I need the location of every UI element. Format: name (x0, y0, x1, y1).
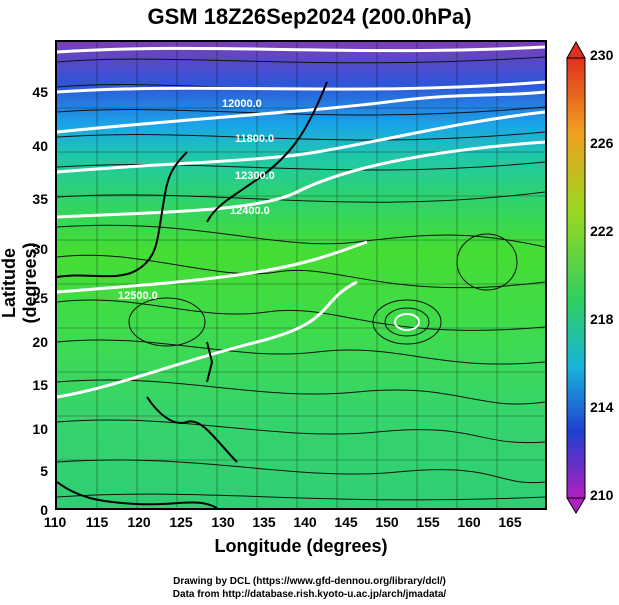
colorbar-label: 218 (590, 311, 614, 327)
colorbar-label: 214 (590, 399, 614, 415)
x-tick: 110 (43, 514, 67, 530)
colorbar-bottom-arrow (566, 497, 586, 514)
contour-label: 12400.0 (230, 205, 270, 217)
y-tick: 20 (32, 334, 48, 350)
contour-label: 12300.0 (235, 170, 275, 182)
x-tick: 115 (85, 514, 109, 530)
coastlines (57, 81, 328, 508)
y-tick: 25 (32, 290, 48, 306)
y-tick: 35 (32, 191, 48, 207)
colorbar-label: 222 (590, 223, 614, 239)
y-tick: 45 (32, 84, 48, 100)
colorbar-label: 210 (590, 487, 614, 503)
x-tick: 165 (498, 514, 522, 530)
x-tick: 125 (169, 514, 193, 530)
x-tick: 155 (416, 514, 440, 530)
colorbar-label: 230 (590, 47, 614, 63)
contour-label: 11800.0 (235, 133, 275, 145)
y-tick: 0 (40, 502, 48, 518)
credit-drawing: Drawing by DCL (https://www.gfd-dennou.o… (173, 576, 446, 587)
contour-label: 12500.0 (118, 290, 158, 302)
x-tick: 120 (127, 514, 151, 530)
map-plot-area (55, 40, 547, 510)
y-tick: 30 (32, 241, 48, 257)
x-tick: 135 (252, 514, 276, 530)
y-tick: 15 (32, 377, 48, 393)
colorbar-gradient (566, 57, 586, 499)
y-tick: 5 (40, 463, 48, 479)
credit-data-source: Data from http://database.rish.kyoto-u.a… (172, 589, 447, 600)
x-tick: 150 (375, 514, 399, 530)
x-tick: 130 (211, 514, 235, 530)
colorbar-label: 226 (590, 135, 614, 151)
y-tick: 10 (32, 421, 48, 437)
y-axis-label: Latitude (degrees) (0, 242, 40, 324)
map-overlay (57, 42, 545, 508)
height-contours (57, 45, 545, 399)
x-tick: 145 (334, 514, 358, 530)
colorbar (566, 40, 586, 514)
contour-label: 12000.0 (222, 98, 262, 110)
y-tick: 40 (32, 138, 48, 154)
colorbar-top-arrow (566, 40, 586, 59)
x-axis-label: Longitude (degrees) (214, 536, 388, 556)
chart-title: GSM 18Z26Sep2024 (200.0hPa) (147, 4, 472, 29)
x-tick: 160 (457, 514, 481, 530)
x-tick: 140 (293, 514, 317, 530)
